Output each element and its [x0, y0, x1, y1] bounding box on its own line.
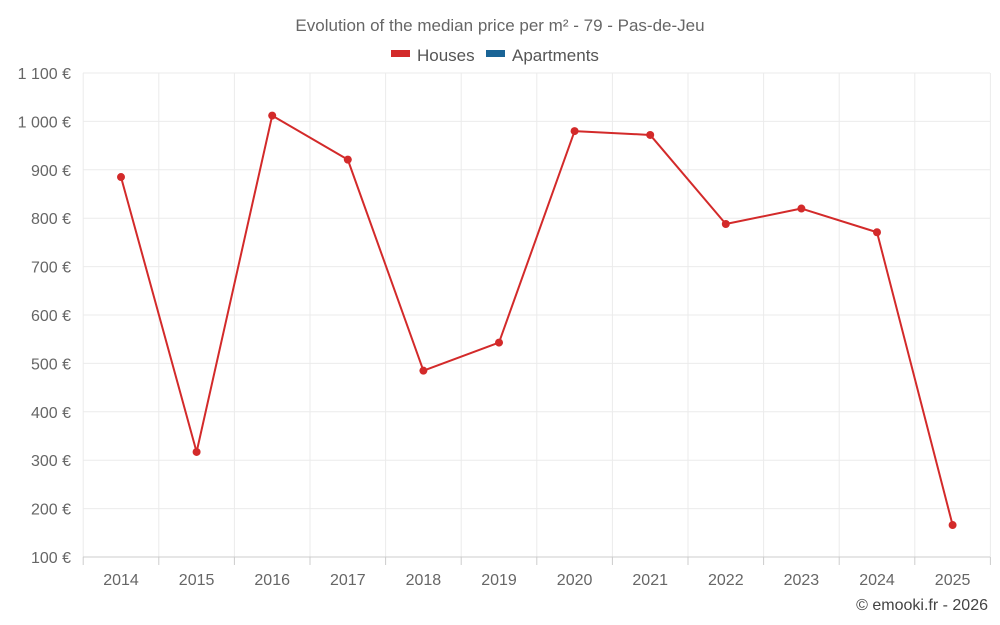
- credit-text: © emooki.fr - 2026: [856, 597, 988, 614]
- data-point-houses-2021[interactable]: [646, 130, 655, 139]
- y-tick-label: 900 €: [31, 163, 71, 180]
- x-tick-label: 2014: [103, 572, 139, 589]
- x-tick-label: 2023: [784, 572, 820, 589]
- data-point-houses-2025[interactable]: [948, 521, 957, 530]
- y-tick-label: 600 €: [31, 308, 71, 325]
- y-tick-label: 100 €: [31, 550, 71, 567]
- x-tick-label: 2018: [406, 572, 442, 589]
- y-tick-label: 300 €: [31, 453, 71, 470]
- legend-swatch-houses: [391, 50, 410, 57]
- data-point-houses-2022[interactable]: [721, 220, 730, 229]
- series-layer: [117, 111, 957, 530]
- series-line-houses: [120, 114, 954, 526]
- x-tick-label: 2016: [254, 572, 290, 589]
- legend-label-apartments[interactable]: Apartments: [512, 46, 599, 65]
- y-tick-label: 1 000 €: [18, 114, 71, 131]
- x-tick-label: 2025: [935, 572, 971, 589]
- x-tick-label: 2019: [481, 572, 517, 589]
- y-tick-label: 400 €: [31, 405, 71, 422]
- y-tick-label: 800 €: [31, 211, 71, 228]
- legend-label-houses[interactable]: Houses: [417, 46, 475, 65]
- data-point-houses-2014[interactable]: [117, 173, 125, 182]
- y-tick-label: 500 €: [31, 356, 71, 373]
- y-tick-label: 700 €: [31, 260, 71, 277]
- data-point-houses-2018[interactable]: [419, 366, 428, 375]
- x-tick-label: 2022: [708, 572, 744, 589]
- legend-swatch-apartments: [486, 50, 505, 57]
- legend: Houses Apartments: [391, 46, 599, 65]
- x-tick-label: 2020: [557, 572, 593, 589]
- x-axis-ticks: 2014 2015 2016 2017 2018 2019 2020 2021 2022 2023…: [82, 557, 991, 589]
- x-tick-label: 2021: [632, 572, 668, 589]
- chart-title: Evolution of the median price per m² - 7…: [295, 16, 704, 35]
- data-point-houses-2023[interactable]: [797, 204, 806, 213]
- data-point-houses-2016[interactable]: [268, 111, 277, 120]
- y-axis-ticks: 100 € 200 € 300 € 400 € 500 € 600 € 700 € 800 €…: [18, 66, 71, 567]
- x-tick-label: 2017: [330, 572, 366, 589]
- x-tick-label: 2024: [859, 572, 895, 589]
- data-point-houses-2019[interactable]: [495, 338, 503, 347]
- data-point-houses-2015[interactable]: [192, 447, 201, 456]
- x-gridlines: [82, 73, 991, 557]
- y-tick-label: 200 €: [31, 502, 71, 519]
- x-tick-label: 2015: [179, 572, 215, 589]
- data-point-houses-2024[interactable]: [873, 228, 881, 237]
- data-point-houses-2020[interactable]: [570, 127, 579, 136]
- data-point-houses-2017[interactable]: [343, 155, 352, 164]
- y-tick-label: 1 100 €: [18, 66, 71, 83]
